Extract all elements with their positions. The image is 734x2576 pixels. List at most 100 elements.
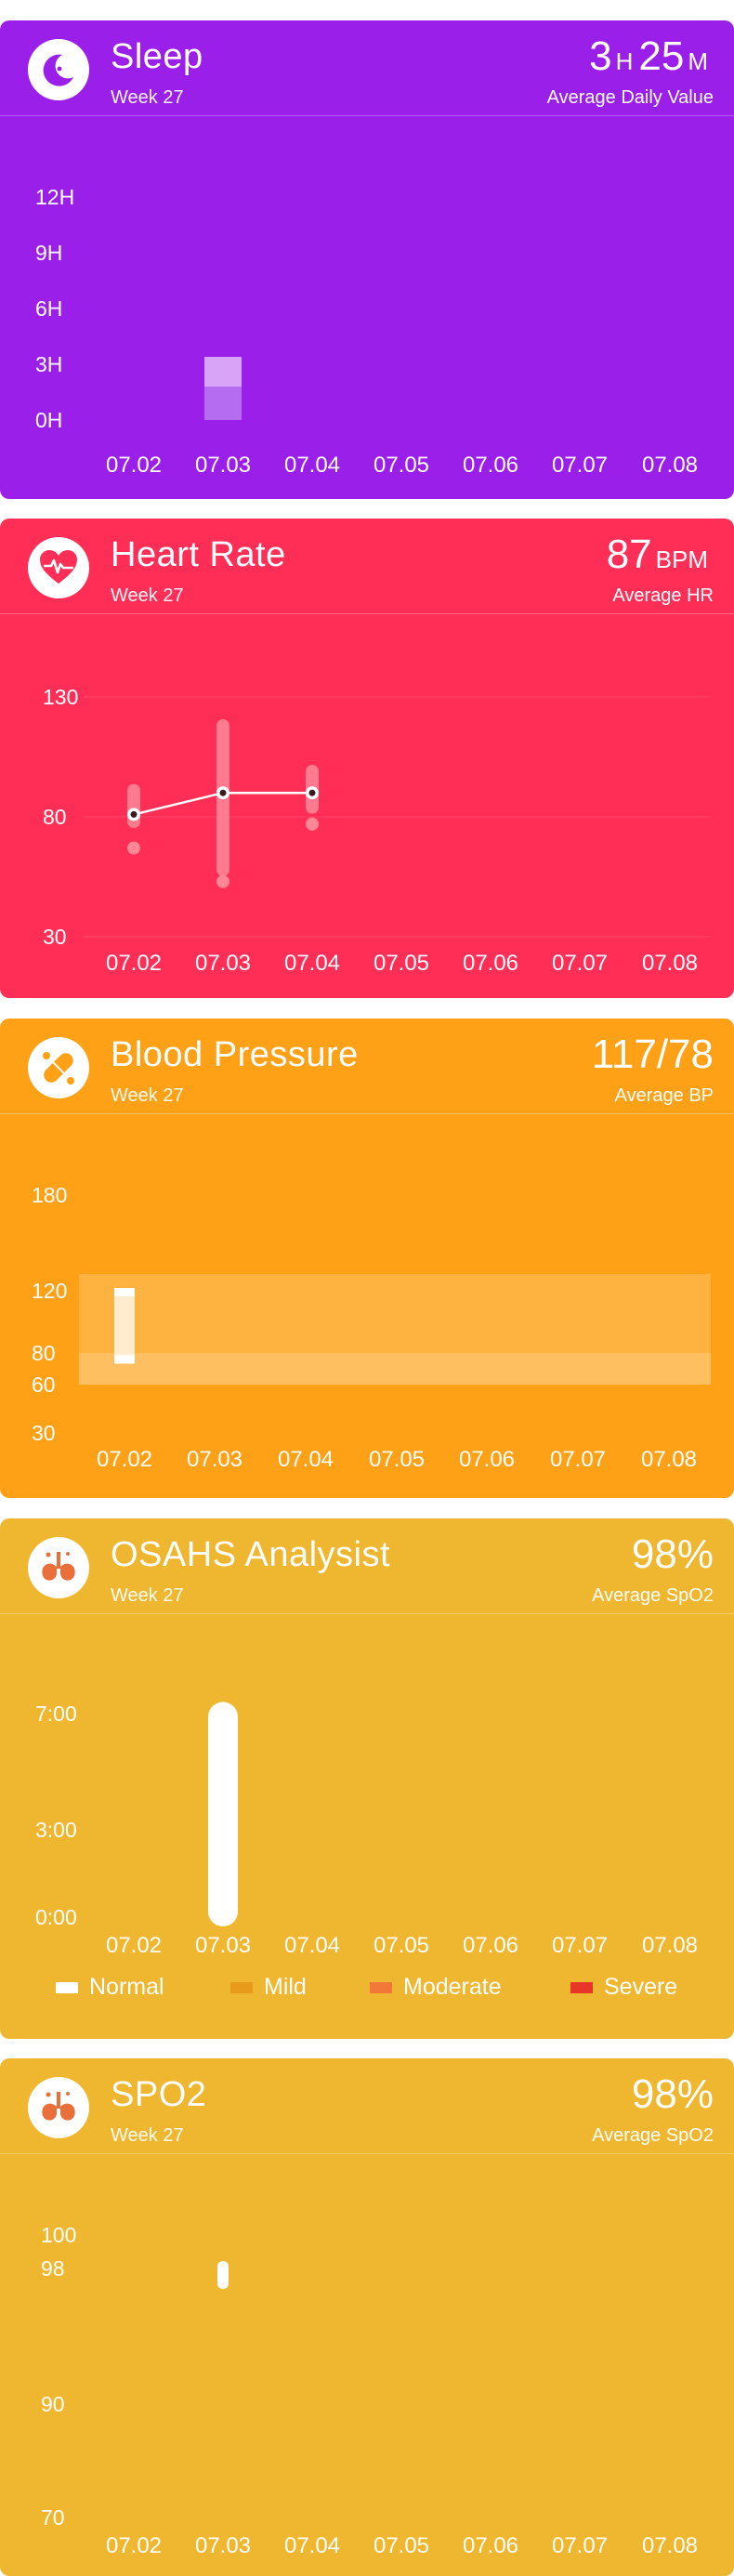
blood-pressure-chart: 180 120 80 60 30 07.02 07.03 07.04 07.05 07.06 07.… — [32, 1183, 711, 1472]
heart-x-tick-label: 07.05 — [374, 951, 429, 976]
heart-rate-title: Heart Rate — [111, 535, 286, 574]
sleep-header: Sleep Week 27 3 H 25 M Average Daily Value — [0, 20, 734, 116]
heart-rate-value: 87 — [606, 532, 652, 577]
legend-item-mild: Mild — [230, 1974, 307, 2001]
osahs-chart: 7:00 3:00 0:00 07.02 07.03 07.04 07.05 07.06 07.… — [35, 1702, 698, 1958]
osahs-legend: Normal Mild Moderate Severe — [0, 1974, 734, 2011]
heart-x-tick-label: 07.06 — [463, 951, 518, 976]
spo2-x-tick-label: 07.08 — [642, 2533, 698, 2558]
spo2-week-label: Week 27 — [111, 2125, 184, 2146]
sleep-average-label: Average Daily Value — [546, 87, 714, 108]
heart-rate-chart: 130 80 30 07.02 07.03 07.04 07.05 07.06 07.07 07.… — [43, 685, 711, 976]
spo2-x-tick-label: 07.03 — [195, 2533, 251, 2558]
pill-capsule-icon — [28, 1037, 89, 1098]
bp-x-tick-label: 07.05 — [369, 1447, 425, 1472]
osahs-y-tick-label: 3:00 — [35, 1818, 77, 1842]
bp-y-tick-label: 60 — [32, 1373, 56, 1397]
heart-x-tick-label: 07.07 — [552, 951, 608, 976]
legend-swatch-moderate — [370, 1981, 392, 1993]
blood-pressure-average-label: Average BP — [614, 1085, 714, 1106]
legend-swatch-mild — [230, 1981, 253, 1993]
sleep-chart: 12H 9H 6H 3H 0H 07.02 07.03 07.04 07.05 07.06 07.0… — [35, 185, 698, 478]
heart-x-tick-label: 07.03 — [195, 951, 251, 976]
spo2-average-label: Average SpO2 — [592, 2125, 714, 2146]
bp-y-tick-label: 180 — [32, 1183, 67, 1207]
heart-rate-average-label: Average HR — [612, 585, 714, 606]
heart-average-point-core — [308, 789, 316, 796]
spo2-y-tick-label: 98 — [41, 2256, 65, 2280]
sleep-bar-segment — [204, 357, 242, 387]
heart-y-tick-label: 30 — [43, 925, 67, 949]
sleep-hours: 3 — [589, 33, 612, 79]
sleep-minutes: 25 — [638, 33, 685, 79]
bp-diastolic-cap — [114, 1355, 135, 1364]
osahs-x-tick-label: 07.02 — [106, 1933, 162, 1958]
osahs-header: OSAHS Analysist Week 27 98% Average SpO2 — [0, 1518, 734, 1614]
lungs-icon — [28, 2077, 89, 2138]
bp-x-tick-label: 07.04 — [278, 1447, 334, 1472]
heart-average-point-core — [130, 810, 138, 818]
sleep-title: Sleep — [111, 37, 203, 76]
legend-item-moderate: Moderate — [370, 1974, 502, 2001]
legend-label-moderate: Moderate — [403, 1974, 502, 2000]
osahs-x-tick-label: 07.08 — [642, 1933, 698, 1958]
sleep-week-label: Week 27 — [111, 87, 184, 108]
bp-reading-bar — [114, 1288, 135, 1364]
blood-pressure-average-value: 117/78 — [591, 1032, 714, 1077]
osahs-x-tick-label: 07.05 — [374, 1933, 429, 1958]
sleep-y-tick-label: 0H — [35, 408, 62, 432]
heart-rate-card[interactable]: Heart Rate Week 27 87 BPM Average HR 130 8… — [0, 519, 734, 998]
osahs-x-tick-label: 07.06 — [463, 1933, 518, 1958]
sleep-x-tick-label: 07.03 — [195, 453, 251, 478]
osahs-card[interactable]: OSAHS Analysist Week 27 98% Average SpO2… — [0, 1518, 734, 2039]
spo2-reading-bar — [217, 2261, 229, 2290]
osahs-x-tick-label: 07.03 — [195, 1933, 251, 1958]
heart-average-point-core — [219, 789, 227, 796]
sleep-x-tick-label: 07.08 — [642, 453, 698, 478]
blood-pressure-header: Blood Pressure Week 27 117/78 Average BP — [0, 1019, 734, 1114]
heart-x-tick-label: 07.04 — [284, 951, 340, 976]
heart-y-tick-label: 130 — [43, 685, 78, 709]
sleep-minutes-unit: M — [688, 47, 708, 75]
sleep-bar-segment — [204, 387, 242, 420]
heart-x-tick-label: 07.02 — [106, 951, 162, 976]
legend-item-severe: Severe — [570, 1974, 677, 2001]
spo2-x-tick-label: 07.04 — [284, 2533, 340, 2558]
legend-label-normal: Normal — [89, 1974, 164, 2000]
sleep-hours-unit: H — [615, 47, 634, 75]
spo2-card[interactable]: SPO2 Week 27 98% Average SpO2 100 98 90 70 0… — [0, 2058, 734, 2576]
blood-pressure-week-label: Week 27 — [111, 1085, 184, 1106]
blood-pressure-card[interactable]: Blood Pressure Week 27 117/78 Average BP… — [0, 1019, 734, 1498]
spo2-x-tick-label: 07.02 — [106, 2533, 162, 2558]
osahs-average-label: Average SpO2 — [592, 1585, 714, 1606]
heart-pulse-icon — [28, 537, 89, 598]
spo2-x-tick-label: 07.05 — [374, 2533, 429, 2558]
lungs-icon — [28, 1537, 89, 1598]
spo2-y-tick-label: 100 — [41, 2223, 76, 2247]
spo2-header: SPO2 Week 27 98% Average SpO2 — [0, 2058, 734, 2154]
moon-icon — [28, 39, 89, 100]
sleep-x-tick-label: 07.02 — [106, 453, 162, 478]
spo2-x-tick-label: 07.06 — [463, 2533, 518, 2558]
heart-reading-dot — [127, 841, 140, 855]
heart-rate-unit: BPM — [655, 545, 708, 573]
bp-y-tick-label: 80 — [32, 1341, 56, 1365]
bp-x-tick-label: 07.08 — [641, 1447, 697, 1472]
osahs-x-tick-label: 07.07 — [552, 1933, 608, 1958]
sleep-average-value: 3 H 25 M — [589, 33, 714, 80]
sleep-card[interactable]: Sleep Week 27 3 H 25 M Average Daily Value … — [0, 20, 734, 499]
spo2-x-tick-label: 07.07 — [552, 2533, 608, 2558]
osahs-x-tick-label: 07.04 — [284, 1933, 340, 1958]
legend-swatch-normal — [56, 1981, 78, 1993]
spo2-chart: 100 98 90 70 07.02 07.03 07.04 07.05 07.06 07.07 0… — [41, 2223, 698, 2558]
sleep-x-tick-label: 07.04 — [284, 453, 340, 478]
sleep-y-tick-label: 12H — [35, 185, 74, 209]
spo2-y-tick-label: 70 — [41, 2505, 65, 2530]
legend-swatch-severe — [570, 1981, 593, 1993]
spo2-y-tick-label: 90 — [41, 2392, 65, 2416]
sleep-x-tick-label: 07.06 — [463, 453, 518, 478]
osahs-y-tick-label: 0:00 — [35, 1905, 77, 1929]
heart-rate-header: Heart Rate Week 27 87 BPM Average HR — [0, 519, 734, 614]
legend-item-normal: Normal — [56, 1974, 164, 2001]
legend-label-mild: Mild — [264, 1974, 307, 2000]
